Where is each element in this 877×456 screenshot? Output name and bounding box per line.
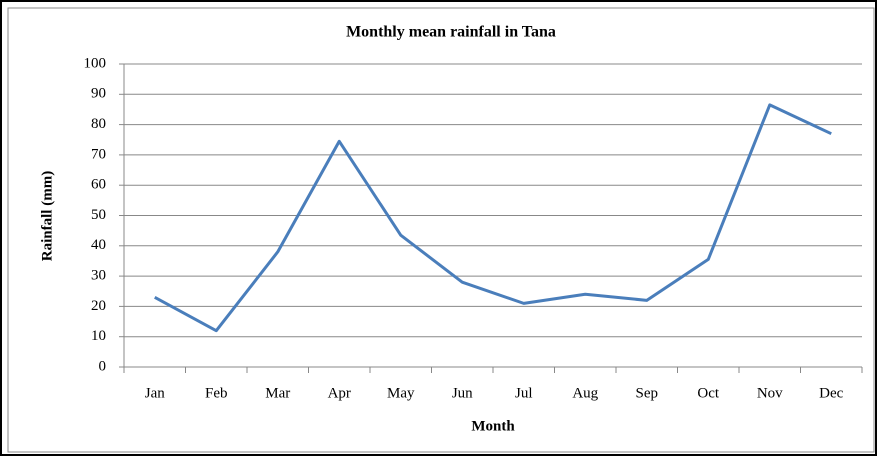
y-tick-label: 90 bbox=[91, 86, 106, 102]
data-line bbox=[154, 103, 832, 333]
y-tick-label: 30 bbox=[91, 268, 106, 284]
x-tick-label: Aug bbox=[572, 385, 598, 401]
y-tick-label: 80 bbox=[91, 116, 106, 132]
x-tick-label: Dec bbox=[819, 385, 843, 401]
x-tick-label: Jun bbox=[452, 385, 473, 401]
y-tick-label: 50 bbox=[91, 207, 106, 223]
y-axis-label: Rainfall (mm) bbox=[39, 171, 55, 261]
y-tick-label: 70 bbox=[91, 146, 106, 162]
x-tick-label: Sep bbox=[636, 385, 659, 401]
x-tick-label: Nov bbox=[757, 385, 783, 401]
x-tick-label: Jul bbox=[515, 385, 533, 401]
y-tick-label: 60 bbox=[91, 177, 106, 193]
y-tick-label: 100 bbox=[84, 55, 107, 71]
x-tick-label: Mar bbox=[265, 385, 290, 401]
x-tick-label: May bbox=[387, 385, 415, 401]
y-tick-label: 10 bbox=[91, 328, 106, 344]
y-tick-label: 40 bbox=[91, 237, 106, 253]
y-tick-label: 20 bbox=[91, 298, 106, 314]
y-tick-label: 0 bbox=[99, 358, 107, 374]
x-axis-label: Month bbox=[471, 418, 515, 434]
chart-title: Monthly mean rainfall in Tana bbox=[346, 24, 556, 41]
x-tick-label: Apr bbox=[328, 385, 351, 401]
chart-frame bbox=[7, 7, 875, 453]
x-tick-label: Feb bbox=[205, 385, 228, 401]
x-tick-label: Oct bbox=[697, 385, 719, 401]
x-tick-label: Jan bbox=[145, 385, 165, 401]
